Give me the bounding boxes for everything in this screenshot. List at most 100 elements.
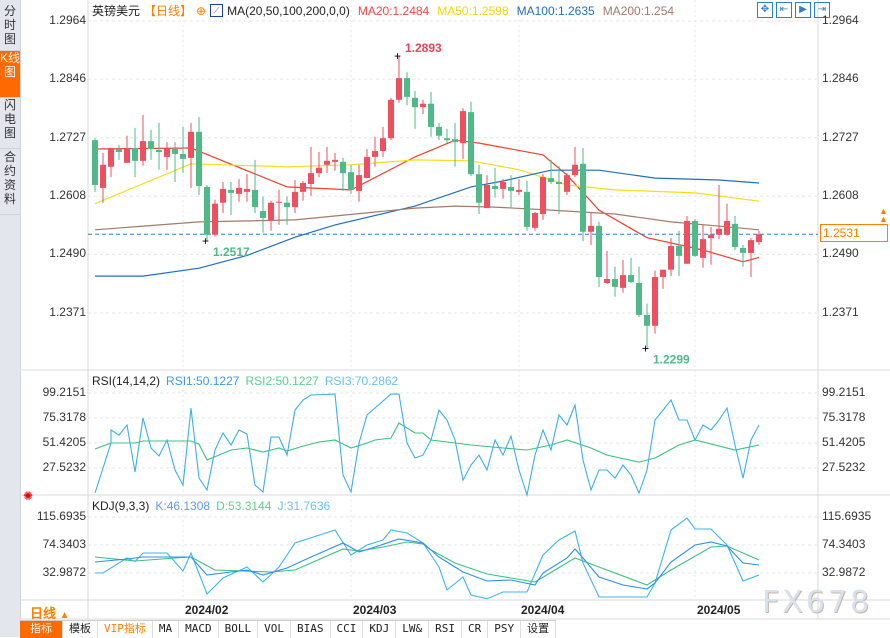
- tab-psy[interactable]: PSY: [488, 621, 522, 638]
- candle-body: [436, 126, 442, 136]
- candle-body: [604, 279, 610, 283]
- candle-body: [372, 150, 378, 157]
- tab-indicators[interactable]: 指标: [20, 621, 63, 638]
- sidebar-tab-timeshare[interactable]: 分时图: [0, 4, 20, 51]
- rsi-tick-left: 27.5232: [42, 460, 86, 474]
- candle-body: [348, 172, 354, 190]
- sidebar-tab-flash[interactable]: 闪电图: [0, 98, 20, 149]
- candle-body: [556, 182, 562, 184]
- tab-kdj[interactable]: KDJ: [363, 621, 397, 638]
- candle-body: [380, 138, 386, 151]
- candle-body: [156, 150, 162, 152]
- price-tick-left: 1.2490: [49, 246, 86, 261]
- move-end-icon[interactable]: ⇥: [814, 2, 830, 18]
- add-indicator-icon[interactable]: ⊕: [196, 3, 207, 18]
- date-tick: 2024/03: [353, 603, 397, 617]
- candle-body: [388, 99, 394, 139]
- kdj-tick-left: 115.6935: [36, 509, 86, 523]
- sidebar-tab-label: 分时图: [3, 4, 16, 46]
- candle-body: [100, 164, 106, 188]
- ma200-value: MA200:1.254: [602, 3, 675, 18]
- candle-body: [140, 141, 146, 161]
- candle-body: [700, 239, 706, 258]
- low-annotation: 1.2299: [653, 352, 690, 366]
- rsi3-value: RSI3:70.2862: [324, 374, 399, 388]
- rsi-tick-left: 99.2151: [42, 385, 86, 399]
- candle-body: [748, 240, 754, 253]
- candle-body: [340, 161, 346, 174]
- candle-body: [412, 97, 418, 108]
- ma-params: MA(20,50,100,200,0,0): [227, 3, 350, 18]
- tab-ma[interactable]: MA: [153, 621, 180, 638]
- tab-settings[interactable]: 设置: [521, 621, 557, 638]
- tab-vol[interactable]: VOL: [258, 621, 291, 638]
- candle-body: [524, 191, 530, 227]
- period-selector[interactable]: 日线 ▲: [30, 603, 70, 622]
- tab-templates[interactable]: 模板: [63, 621, 98, 638]
- period-selector-label: 日线: [30, 606, 57, 621]
- crosshair-icon[interactable]: ✥: [757, 2, 773, 18]
- tab-vip-indicators[interactable]: VIP指标: [98, 621, 153, 638]
- candle-body: [268, 202, 274, 220]
- candle-body: [596, 225, 602, 278]
- candle-body: [164, 148, 170, 157]
- k-value: K:46.1308: [155, 499, 211, 513]
- candle-body: [324, 160, 330, 165]
- high-marker-icon: +: [394, 49, 401, 63]
- low-annotation: 1.2517: [213, 245, 250, 259]
- candle-body: [564, 175, 570, 192]
- kdj-k-line: [94, 538, 760, 590]
- kdj-tick-right: 32.9872: [822, 565, 866, 579]
- price-tick-left: 1.2727: [49, 129, 86, 144]
- candle-body: [548, 178, 554, 183]
- sidebar-tab-kline[interactable]: K线图: [0, 51, 20, 98]
- tab-rsi[interactable]: RSI: [429, 621, 462, 638]
- kdj-tick-right: 74.3403: [822, 537, 866, 551]
- candle-body: [740, 248, 746, 253]
- candle-body: [708, 234, 714, 239]
- candle-body: [260, 211, 266, 218]
- candle-body: [220, 188, 226, 203]
- zoom-out-icon[interactable]: ▶: [795, 2, 811, 18]
- period-label: 【日线】: [144, 4, 193, 18]
- current-price-tag: 1.2531: [820, 224, 888, 242]
- ma-chart-icon[interactable]: ⟋: [210, 4, 224, 17]
- candle-body: [452, 139, 458, 143]
- sidebar: 分时图 K线图 闪电图 合约资料: [0, 0, 21, 637]
- candle-body: [732, 223, 738, 248]
- candle-body: [284, 202, 290, 208]
- candle-body: [756, 234, 762, 243]
- date-tick: 2024/04: [521, 603, 565, 617]
- candle-body: [292, 191, 298, 208]
- candle-body: [92, 140, 98, 185]
- settings-sun-icon[interactable]: ✺: [23, 489, 34, 503]
- tab-macd[interactable]: MACD: [179, 621, 219, 638]
- candle-body: [132, 148, 138, 161]
- sidebar-tab-contract-info[interactable]: 合约资料: [0, 150, 20, 215]
- candle-body: [540, 177, 546, 215]
- tab-bias[interactable]: BIAS: [291, 621, 331, 638]
- candle-body: [116, 149, 122, 152]
- candle-body: [716, 228, 722, 235]
- indicator-toolbar: 指标 模板 VIP指标 MA MACD BOLL VOL BIAS CCI KD…: [20, 620, 557, 638]
- tab-cr[interactable]: CR: [462, 621, 489, 638]
- zoom-in-icon[interactable]: ⇤: [776, 2, 792, 18]
- candle-body: [572, 164, 578, 176]
- candle-body: [196, 131, 202, 186]
- candle-body: [612, 279, 618, 287]
- rsi2-value: RSI2:50.1227: [245, 374, 319, 388]
- candle-body: [668, 246, 674, 270]
- low-marker-icon: +: [642, 341, 649, 355]
- candle-body: [620, 275, 626, 288]
- candle-body: [308, 173, 314, 184]
- tab-boll[interactable]: BOLL: [219, 621, 259, 638]
- rsi-tick-right: 51.4205: [822, 435, 866, 449]
- candle-body: [724, 220, 730, 235]
- candle-body: [332, 159, 338, 162]
- tab-lwr[interactable]: LW&: [396, 621, 430, 638]
- price-tick-right: 1.2490: [822, 246, 859, 261]
- candle-body: [652, 277, 658, 326]
- tab-cci[interactable]: CCI: [331, 621, 364, 638]
- scroll-up-icon[interactable]: ▲ ▲: [879, 206, 888, 224]
